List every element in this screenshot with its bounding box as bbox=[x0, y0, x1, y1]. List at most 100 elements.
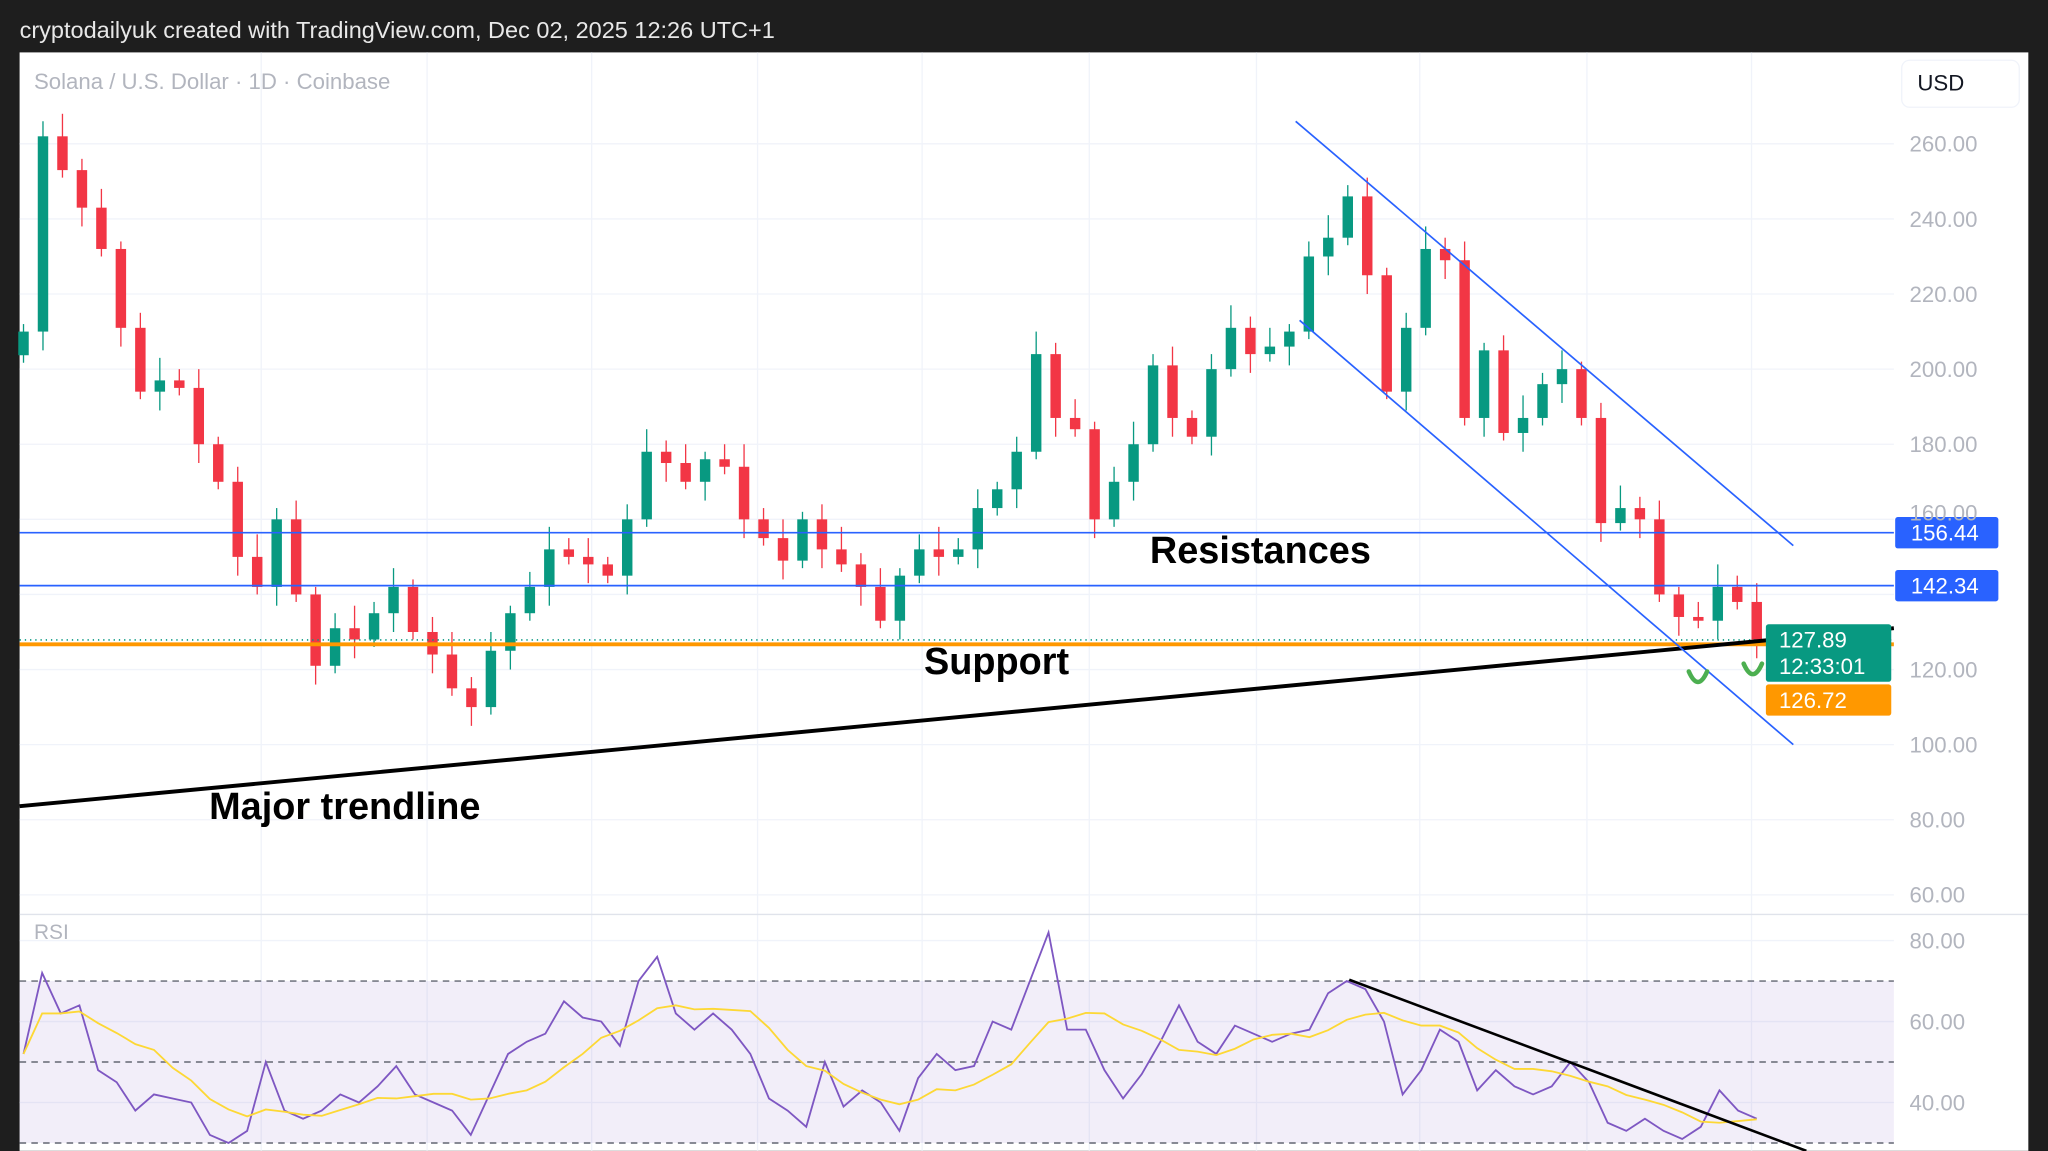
channel-upper-line bbox=[1295, 120, 1794, 547]
candle-body bbox=[1459, 260, 1470, 418]
candle-body bbox=[875, 586, 886, 621]
candle-body bbox=[719, 459, 730, 467]
candle-body bbox=[135, 327, 146, 392]
candle-body bbox=[1439, 248, 1451, 261]
candle-body bbox=[368, 613, 380, 640]
candle bbox=[1167, 346, 1178, 437]
candle bbox=[1225, 305, 1237, 377]
currency-button[interactable] bbox=[1901, 59, 2020, 108]
price-tick-label: 200.00 bbox=[1910, 357, 1978, 382]
price-axis[interactable]: 260.00 240.00 220.00 200.00 180.00 160.00 120.… bbox=[1910, 132, 1978, 1116]
candle bbox=[1108, 466, 1120, 527]
rsi-band-fill bbox=[19, 981, 1894, 1144]
attribution-text: cryptodailyuk created with TradingView.c… bbox=[20, 17, 775, 43]
candle bbox=[1576, 361, 1587, 426]
candle bbox=[738, 444, 750, 539]
candle-body bbox=[933, 549, 945, 557]
candle-body bbox=[1634, 508, 1646, 520]
candle bbox=[660, 440, 672, 482]
candle bbox=[680, 444, 691, 490]
candle-body bbox=[738, 466, 750, 520]
last-price-label: 127.89 bbox=[1779, 628, 1847, 653]
candle-body bbox=[1225, 327, 1237, 370]
candle bbox=[1712, 564, 1724, 640]
price-tick-label: 260.00 bbox=[1910, 132, 1978, 157]
candle bbox=[57, 113, 68, 178]
candle bbox=[563, 538, 575, 565]
resistances-annotation: Resistances bbox=[1150, 530, 1371, 572]
candle-body bbox=[1478, 350, 1490, 418]
rsi-tick-label: 40.00 bbox=[1910, 1090, 1966, 1115]
candle bbox=[310, 586, 321, 685]
candle-body bbox=[1323, 237, 1334, 257]
candle bbox=[544, 526, 555, 606]
candle-body bbox=[290, 519, 302, 595]
support-price-label: 126.72 bbox=[1779, 688, 1847, 713]
candle-body bbox=[76, 170, 88, 208]
candle-body bbox=[57, 136, 68, 171]
candle-body bbox=[660, 451, 672, 464]
candle bbox=[1459, 241, 1470, 426]
price-tick-label: 100.00 bbox=[1910, 732, 1978, 757]
candle-body bbox=[1342, 196, 1353, 238]
candle bbox=[1264, 327, 1276, 362]
price-pane: Resistances Support Major trendline bbox=[18, 113, 1895, 828]
candle bbox=[193, 369, 205, 464]
candle bbox=[1537, 372, 1548, 426]
candle-body bbox=[446, 654, 458, 689]
candle-body bbox=[193, 387, 205, 445]
countdown-label: 12:33:01 bbox=[1779, 654, 1865, 679]
candle-body bbox=[1147, 365, 1159, 445]
candle-body bbox=[1615, 508, 1626, 524]
candle-body bbox=[310, 594, 321, 666]
candle-body bbox=[855, 564, 867, 587]
candle bbox=[777, 519, 789, 580]
candle-body bbox=[836, 549, 847, 565]
candle bbox=[953, 538, 964, 565]
candle-body bbox=[1030, 354, 1042, 452]
candle-body bbox=[602, 564, 613, 576]
candle bbox=[349, 605, 360, 659]
candle bbox=[1420, 226, 1431, 336]
candle-body bbox=[1673, 594, 1685, 617]
candle-body bbox=[1595, 417, 1607, 524]
candle-body bbox=[972, 508, 983, 550]
candle-body bbox=[1284, 331, 1295, 347]
candle-body bbox=[115, 248, 127, 328]
candle-body bbox=[1420, 248, 1431, 328]
resistance-price-tag bbox=[1895, 517, 1999, 549]
candle-body bbox=[1303, 256, 1315, 332]
candle bbox=[524, 571, 536, 621]
candle bbox=[699, 451, 711, 501]
candle-body bbox=[758, 519, 769, 539]
candle-body bbox=[1693, 616, 1704, 621]
candle-body bbox=[1576, 369, 1587, 418]
candle-body bbox=[1362, 196, 1373, 276]
candle bbox=[1303, 241, 1315, 340]
candle bbox=[855, 553, 867, 606]
candle bbox=[641, 429, 652, 527]
candle bbox=[388, 568, 399, 632]
candle bbox=[251, 534, 263, 595]
candle-body bbox=[621, 519, 633, 576]
candle-body bbox=[1381, 275, 1392, 392]
candle bbox=[1069, 399, 1081, 437]
candle bbox=[1693, 601, 1704, 629]
candle-body bbox=[583, 556, 594, 565]
candle bbox=[1595, 402, 1607, 542]
candle bbox=[583, 538, 594, 584]
rsi-title: RSI bbox=[34, 921, 69, 944]
candle-body bbox=[251, 556, 263, 587]
candle-body bbox=[1556, 369, 1568, 385]
right-border bbox=[2028, 52, 2048, 1151]
candle bbox=[1673, 586, 1685, 636]
price-tick-label: 120.00 bbox=[1910, 657, 1978, 682]
candle bbox=[368, 601, 380, 648]
candle bbox=[1732, 575, 1743, 610]
rsi-ma-line bbox=[22, 1004, 1757, 1124]
candle-body bbox=[232, 481, 243, 557]
candle bbox=[1030, 331, 1042, 460]
candle-body bbox=[37, 136, 49, 332]
candle bbox=[1284, 324, 1295, 366]
